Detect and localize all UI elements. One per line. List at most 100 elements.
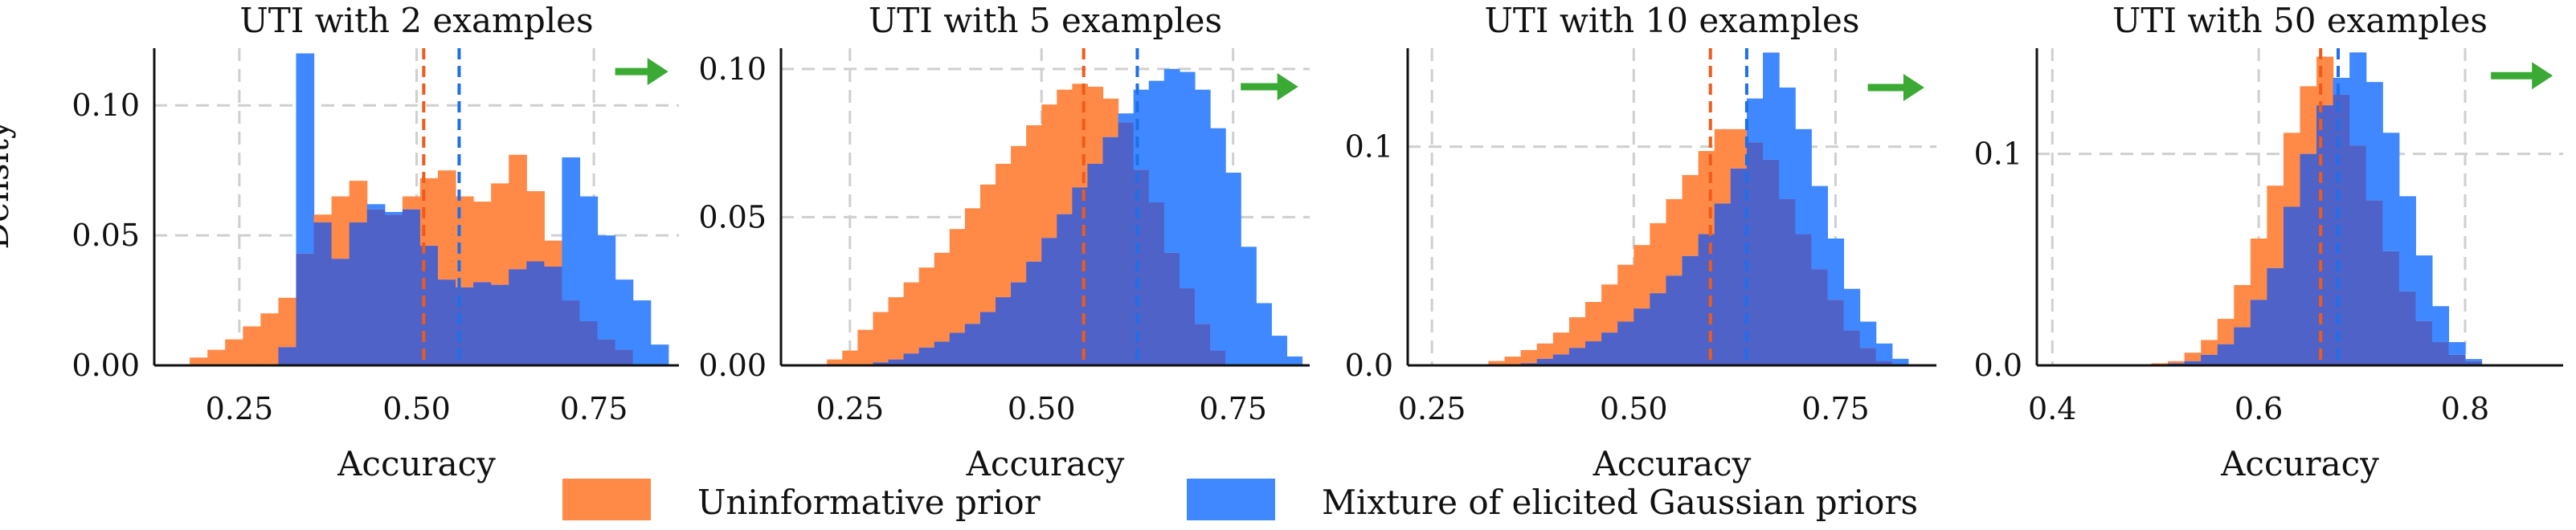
bar-elicited [2382, 132, 2400, 251]
bar-elicited [1210, 128, 1226, 351]
bar-overlap [1210, 350, 1226, 365]
bar-uninformative [2234, 284, 2251, 328]
bar-overlap [1536, 358, 1554, 365]
bar-uninformative [437, 170, 456, 280]
bar-uninformative [857, 329, 874, 365]
bar-overlap [2349, 145, 2367, 365]
bar-uninformative [842, 350, 858, 365]
bar-uninformative [402, 196, 421, 210]
bar-elicited [1763, 52, 1780, 160]
bar-overlap [1552, 354, 1570, 365]
legend: Uninformative prior Mixture of elicited … [562, 479, 1918, 522]
legend-swatch-uninformative [562, 479, 651, 520]
bar-overlap [526, 261, 545, 365]
bar-elicited [296, 53, 315, 254]
x-tick-label: 0.25 [206, 391, 274, 426]
bar-uninformative [491, 183, 509, 285]
y-tick-label: 0.00 [698, 348, 767, 383]
bar-overlap [366, 209, 386, 365]
bar-overlap [1682, 255, 1699, 365]
bar-overlap [873, 362, 889, 365]
bar-elicited [1286, 356, 1303, 365]
y-tick-label: 0.10 [72, 88, 140, 123]
bar-elicited [384, 211, 403, 215]
bar-elicited [1843, 288, 1861, 331]
bar-elicited [1241, 247, 1257, 365]
bar-uninformative [903, 282, 920, 354]
bar-overlap [2201, 354, 2218, 365]
panel-title: UTI with 10 examples [1485, 1, 1860, 40]
bar-elicited [1118, 113, 1135, 123]
bar-overlap [1779, 198, 1796, 365]
bar-overlap [2184, 361, 2202, 365]
y-tick-label: 0.0 [1345, 348, 1393, 383]
bar-uninformative [1536, 343, 1554, 359]
bar-uninformative [918, 267, 935, 348]
bar-overlap [384, 214, 403, 365]
bar-elicited [650, 344, 669, 365]
bar-uninformative [2217, 319, 2235, 344]
x-axis-label: Accuracy [337, 444, 496, 483]
bar-uninformative [190, 357, 208, 365]
histogram-panel-4: 0.4 0.6 0.8 0.0 0.1 UTI with 50 examples Accur… [1974, 1, 2563, 483]
bar-overlap [1087, 163, 1104, 365]
bar-uninformative [1488, 361, 1506, 365]
bar-uninformative [2250, 238, 2268, 300]
bar-uninformative [1730, 128, 1748, 169]
bar-overlap [2365, 200, 2383, 365]
arrow-head-icon [2532, 62, 2554, 90]
bar-overlap [964, 324, 981, 365]
x-tick-label: 0.75 [1199, 391, 1267, 426]
bar-uninformative [1568, 317, 1586, 349]
bar-uninformative [888, 297, 905, 360]
x-axis-label: Accuracy [2220, 444, 2379, 483]
bar-overlap [2398, 291, 2416, 365]
bar-elicited [1746, 98, 1764, 143]
bar-uninformative [827, 359, 843, 365]
bar-overlap [1634, 308, 1650, 365]
bar-elicited [2448, 342, 2466, 355]
bar-overlap [1859, 348, 1877, 365]
bar-elicited [579, 196, 599, 321]
bar-uninformative [1011, 145, 1027, 283]
bar-overlap [1041, 238, 1057, 365]
bar-overlap [1179, 288, 1196, 365]
histogram-panel-1: 0.25 0.50 0.75 0.00 0.05 0.10 UTI with 2 examp… [72, 1, 679, 483]
y-tick-label: 0.1 [1974, 137, 2022, 172]
bar-uninformative [2201, 340, 2218, 355]
bar-elicited [597, 235, 616, 340]
bar-overlap [949, 332, 966, 365]
bar-overlap [1843, 330, 1861, 365]
bar-overlap [2300, 153, 2317, 365]
bar-uninformative [349, 181, 368, 222]
y-axis-label: Density [0, 120, 16, 249]
bar-elicited [1859, 321, 1877, 349]
bar-uninformative [1057, 89, 1073, 214]
bar-overlap [278, 347, 297, 365]
x-tick-label: 0.8 [2441, 391, 2489, 426]
bar-overlap [2333, 94, 2350, 365]
bar-overlap [2448, 354, 2466, 365]
y-tick-label: 0.10 [698, 51, 767, 87]
bar-uninformative [225, 339, 243, 365]
histogram-panel-2: 0.25 0.50 0.75 0.00 0.05 0.10 UTI with 5 examp… [698, 1, 1310, 483]
arrow-head-icon [647, 58, 669, 86]
bar-elicited [632, 300, 652, 365]
y-tick-label: 0.00 [72, 348, 140, 383]
panel-title: UTI with 2 examples [239, 1, 593, 40]
bar-overlap [2464, 361, 2483, 365]
bar-uninformative [526, 191, 545, 262]
y-tick-label: 0.05 [698, 199, 767, 234]
panel-title: UTI with 5 examples [869, 1, 1222, 40]
bar-uninformative [934, 252, 951, 342]
bar-overlap [979, 312, 996, 365]
bar-uninformative [873, 312, 889, 363]
x-tick-label: 0.25 [816, 391, 885, 426]
bar-elicited [562, 157, 581, 301]
x-tick-label: 0.6 [2235, 391, 2283, 426]
bar-elicited [2398, 196, 2416, 292]
bar-uninformative [1520, 349, 1538, 364]
bar-uninformative [2184, 353, 2202, 361]
bar-elicited [1256, 303, 1272, 365]
bar-overlap [349, 222, 368, 365]
